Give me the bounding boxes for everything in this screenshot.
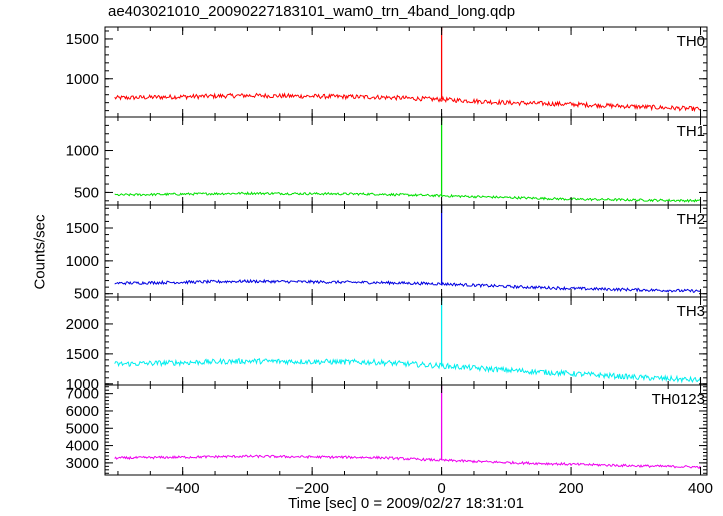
- panel-frame-th1: [104, 116, 708, 206]
- y-tick-label: 2000: [66, 316, 99, 333]
- y-tick-label: 1000: [66, 143, 99, 160]
- y-tick-label: 5000: [66, 420, 99, 437]
- panel-label-th3: TH3: [677, 303, 705, 320]
- y-tick-label: 1000: [66, 253, 99, 270]
- series-line-th3: [114, 357, 701, 384]
- series-line-th0123: [114, 454, 701, 469]
- y-tick-label: 500: [74, 286, 99, 303]
- x-tick-label: 400: [688, 480, 713, 497]
- y-axis-label: Counts/sec: [31, 214, 49, 290]
- panel-frame-th0123: [104, 384, 708, 476]
- x-axis-label: Time [sec] 0 = 2009/02/27 18:31:01: [288, 495, 524, 512]
- panel-label-th0: TH0: [677, 33, 705, 50]
- y-tick-label: 1000: [66, 71, 99, 88]
- y-tick-label: 1000: [66, 376, 99, 393]
- y-tick-label: 4000: [66, 438, 99, 455]
- series-line-th1: [114, 191, 701, 203]
- series-line-th2: [114, 278, 701, 293]
- x-tick-label: 0: [437, 480, 445, 497]
- x-tick-label: −200: [295, 480, 329, 497]
- x-tick-label: 200: [559, 480, 584, 497]
- chart-title: ae403021010_20090227183101_wam0_trn_4ban…: [108, 3, 516, 20]
- y-tick-label: 6000: [66, 403, 99, 420]
- x-tick-label: −400: [166, 480, 200, 497]
- panel-frame-th3: [104, 296, 708, 386]
- panel-frame-th0: [104, 26, 708, 118]
- y-tick-label: 1500: [66, 220, 99, 237]
- y-tick-label: 1500: [66, 346, 99, 363]
- panel-label-th1: TH1: [677, 123, 705, 140]
- y-tick-label: 1500: [66, 31, 99, 48]
- series-line-th0: [114, 92, 701, 113]
- y-tick-label: 3000: [66, 455, 99, 472]
- panel-label-th0123: TH0123: [652, 391, 705, 408]
- panel-label-th2: TH2: [677, 211, 705, 228]
- y-tick-label: 7000: [66, 386, 99, 403]
- y-tick-label: 500: [74, 184, 99, 201]
